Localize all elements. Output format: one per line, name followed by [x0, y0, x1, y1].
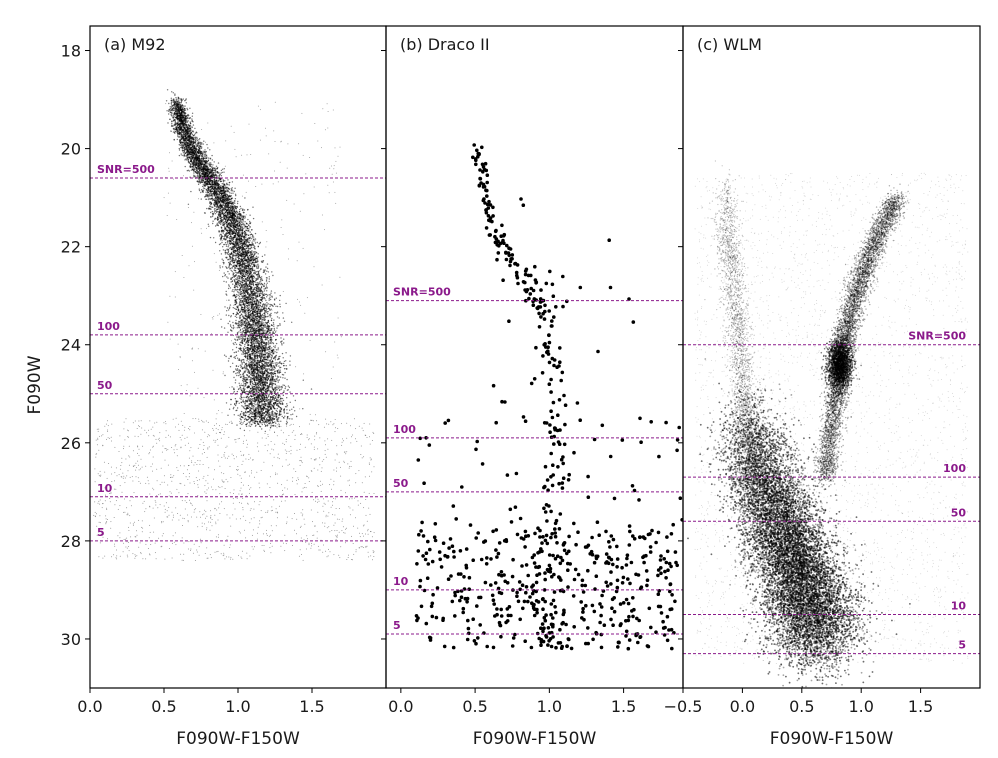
snr-label: 5 — [97, 526, 105, 539]
snr-label: 100 — [97, 320, 120, 333]
x-tick-label: 1.0 — [537, 697, 562, 716]
snr-label: 100 — [393, 423, 416, 436]
y-axis-label: F090W — [25, 355, 45, 414]
star-points — [414, 143, 683, 651]
x-tick-label: 0.0 — [388, 697, 413, 716]
y-tick-label: 28 — [61, 532, 81, 551]
snr-label: 50 — [951, 506, 967, 519]
panel-title: (c) WLM — [697, 35, 762, 54]
star-points — [687, 160, 969, 688]
x-axis-label: F090W-F150W — [473, 729, 597, 749]
y-tick-label: 22 — [61, 238, 81, 257]
x-axis-label: F090W-F150W — [770, 729, 894, 749]
x-tick-label: 1.5 — [611, 697, 636, 716]
panel-frame — [682, 25, 981, 689]
x-tick-label: 0.5 — [789, 697, 814, 716]
x-axis-label: F090W-F150W — [176, 729, 300, 749]
snr-label: SNR=500 — [393, 286, 451, 299]
snr-label: 50 — [393, 477, 409, 490]
snr-label: 100 — [943, 462, 966, 475]
snr-label: 5 — [958, 639, 966, 652]
x-tick-label: 0.5 — [462, 697, 487, 716]
y-tick-label: 24 — [61, 336, 81, 355]
panel-title: (a) M92 — [104, 35, 166, 54]
y-tick-label: 30 — [61, 630, 81, 649]
x-tick-label: 1.0 — [848, 697, 873, 716]
x-tick-label: 1.5 — [299, 697, 324, 716]
x-tick-label: 1.0 — [225, 697, 250, 716]
star-points — [93, 89, 375, 561]
panel-frame — [385, 25, 684, 689]
x-tick-label: 0.0 — [730, 697, 755, 716]
x-tick-label: 0.0 — [77, 697, 102, 716]
panel-2: SNR=500 100 50 10 5 0.0 0.5 1.0 1.5 (b) Draco II F… — [381, 25, 684, 749]
snr-label: 10 — [97, 482, 113, 495]
y-tick-label: 26 — [61, 434, 81, 453]
y-tick-label: 20 — [61, 140, 81, 159]
snr-label: 10 — [393, 575, 409, 588]
panel-3: SNR=500 100 50 10 5 −0.5 0.0 0.5 1.0 1.5 (c) WLM F0… — [664, 25, 981, 749]
panel-1: SNR=500 100 50 10 5 0.0 0.5 1.0 1.5 18 20 22 24 26 28 3… — [61, 25, 387, 749]
panel-title: (b) Draco II — [400, 35, 490, 54]
snr-label: 50 — [97, 379, 113, 392]
snr-label: SNR=500 — [97, 163, 155, 176]
snr-label: SNR=500 — [908, 330, 966, 343]
x-tick-label: 0.5 — [151, 697, 176, 716]
x-tick-label: 1.5 — [908, 697, 933, 716]
y-tick-label: 18 — [61, 42, 81, 61]
panel-frame — [89, 25, 387, 689]
x-tick-label: −0.5 — [664, 697, 703, 716]
snr-label: 5 — [393, 619, 401, 632]
snr-label: 10 — [951, 599, 967, 612]
